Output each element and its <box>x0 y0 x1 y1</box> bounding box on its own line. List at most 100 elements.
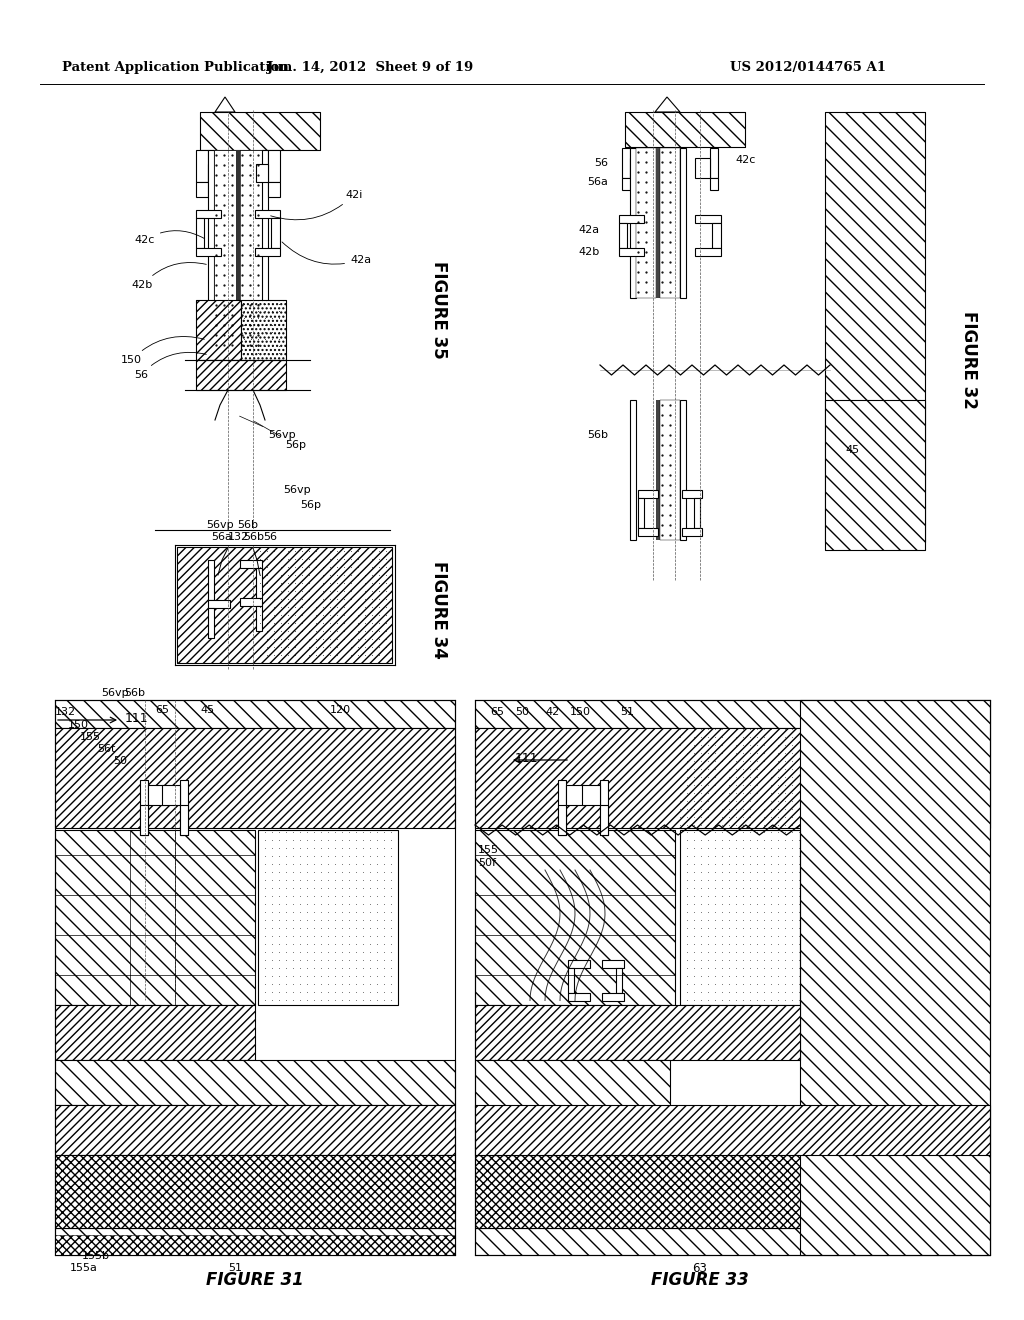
Bar <box>475 1005 800 1060</box>
Text: US 2012/0144765 A1: US 2012/0144765 A1 <box>730 62 886 74</box>
Text: 56a: 56a <box>212 532 232 543</box>
Text: 45: 45 <box>200 705 214 715</box>
Bar <box>695 158 710 178</box>
Bar <box>196 150 208 182</box>
Text: 45: 45 <box>845 445 859 455</box>
Text: 111: 111 <box>125 711 148 725</box>
Bar <box>256 164 268 182</box>
Text: 56b: 56b <box>125 688 145 698</box>
Bar <box>475 1060 670 1155</box>
Text: 42c: 42c <box>735 154 756 165</box>
Text: 56: 56 <box>134 352 206 380</box>
Bar <box>271 218 280 248</box>
Bar <box>177 546 392 663</box>
Text: 42b: 42b <box>132 263 206 290</box>
Bar <box>268 150 280 182</box>
Bar <box>582 785 600 805</box>
Bar <box>256 606 262 631</box>
Bar <box>55 1005 255 1060</box>
Bar <box>682 490 702 498</box>
Bar <box>475 1228 990 1255</box>
Bar <box>55 1155 455 1228</box>
Bar <box>712 223 721 248</box>
Bar <box>602 993 624 1001</box>
Text: 51: 51 <box>620 708 634 717</box>
Bar <box>825 400 925 550</box>
Bar <box>55 1155 455 1228</box>
Bar <box>656 400 660 540</box>
Polygon shape <box>215 96 234 112</box>
Bar <box>241 300 286 360</box>
Bar <box>240 560 262 568</box>
Bar <box>196 360 286 389</box>
Text: 120: 120 <box>330 705 351 715</box>
Text: 56b: 56b <box>244 532 264 543</box>
Text: FIGURE 34: FIGURE 34 <box>430 561 449 659</box>
Bar <box>800 700 990 1255</box>
Bar <box>558 805 566 836</box>
Bar <box>162 785 180 805</box>
Text: 56: 56 <box>594 158 608 168</box>
Bar <box>208 609 214 638</box>
Bar <box>475 729 990 828</box>
Text: 132: 132 <box>55 708 76 717</box>
Bar <box>566 785 584 805</box>
Text: 56vp: 56vp <box>206 520 233 531</box>
Bar <box>630 158 645 178</box>
Bar <box>258 830 398 1005</box>
Bar <box>656 148 660 298</box>
Bar <box>475 830 675 1005</box>
Bar <box>55 1236 455 1255</box>
Bar <box>825 400 925 550</box>
Bar <box>475 729 990 828</box>
Bar <box>475 1155 990 1228</box>
Bar <box>630 148 636 298</box>
Bar <box>568 968 574 993</box>
Bar <box>208 150 214 350</box>
Bar <box>710 148 718 178</box>
Bar <box>625 112 745 147</box>
Bar <box>196 248 221 256</box>
Text: 150: 150 <box>68 719 89 730</box>
Bar <box>568 960 590 968</box>
Bar <box>475 700 990 729</box>
Polygon shape <box>655 96 680 112</box>
Bar <box>262 150 268 350</box>
Bar <box>208 560 214 601</box>
Bar <box>695 215 721 223</box>
Bar <box>196 182 208 197</box>
Bar <box>255 210 280 218</box>
Bar <box>200 112 319 150</box>
Text: 56b: 56b <box>238 520 258 531</box>
Bar <box>177 546 392 663</box>
Bar <box>618 215 644 223</box>
Bar <box>255 248 280 256</box>
Bar <box>638 490 658 498</box>
Bar <box>148 785 166 805</box>
Text: 56p: 56p <box>254 421 306 450</box>
Text: 50: 50 <box>113 756 127 766</box>
Text: Patent Application Publication: Patent Application Publication <box>62 62 289 74</box>
Bar <box>196 210 221 218</box>
Bar <box>622 148 630 178</box>
Bar <box>680 400 686 540</box>
Bar <box>638 498 644 528</box>
Bar <box>622 178 630 190</box>
Text: FIGURE 32: FIGURE 32 <box>961 312 978 409</box>
Bar <box>475 1228 990 1255</box>
Bar <box>475 1060 670 1155</box>
Text: 42a: 42a <box>579 224 600 235</box>
Bar <box>55 1005 255 1060</box>
Bar <box>55 729 455 828</box>
Bar <box>825 112 925 543</box>
Bar <box>55 1060 455 1105</box>
Text: 56vp: 56vp <box>240 416 296 440</box>
Bar <box>475 1005 800 1060</box>
Bar <box>800 700 990 1255</box>
Bar <box>55 1228 455 1255</box>
Bar <box>208 164 228 182</box>
Bar <box>568 993 590 1001</box>
Bar <box>241 300 286 360</box>
Text: 56a: 56a <box>587 177 608 187</box>
Bar <box>55 1105 455 1155</box>
